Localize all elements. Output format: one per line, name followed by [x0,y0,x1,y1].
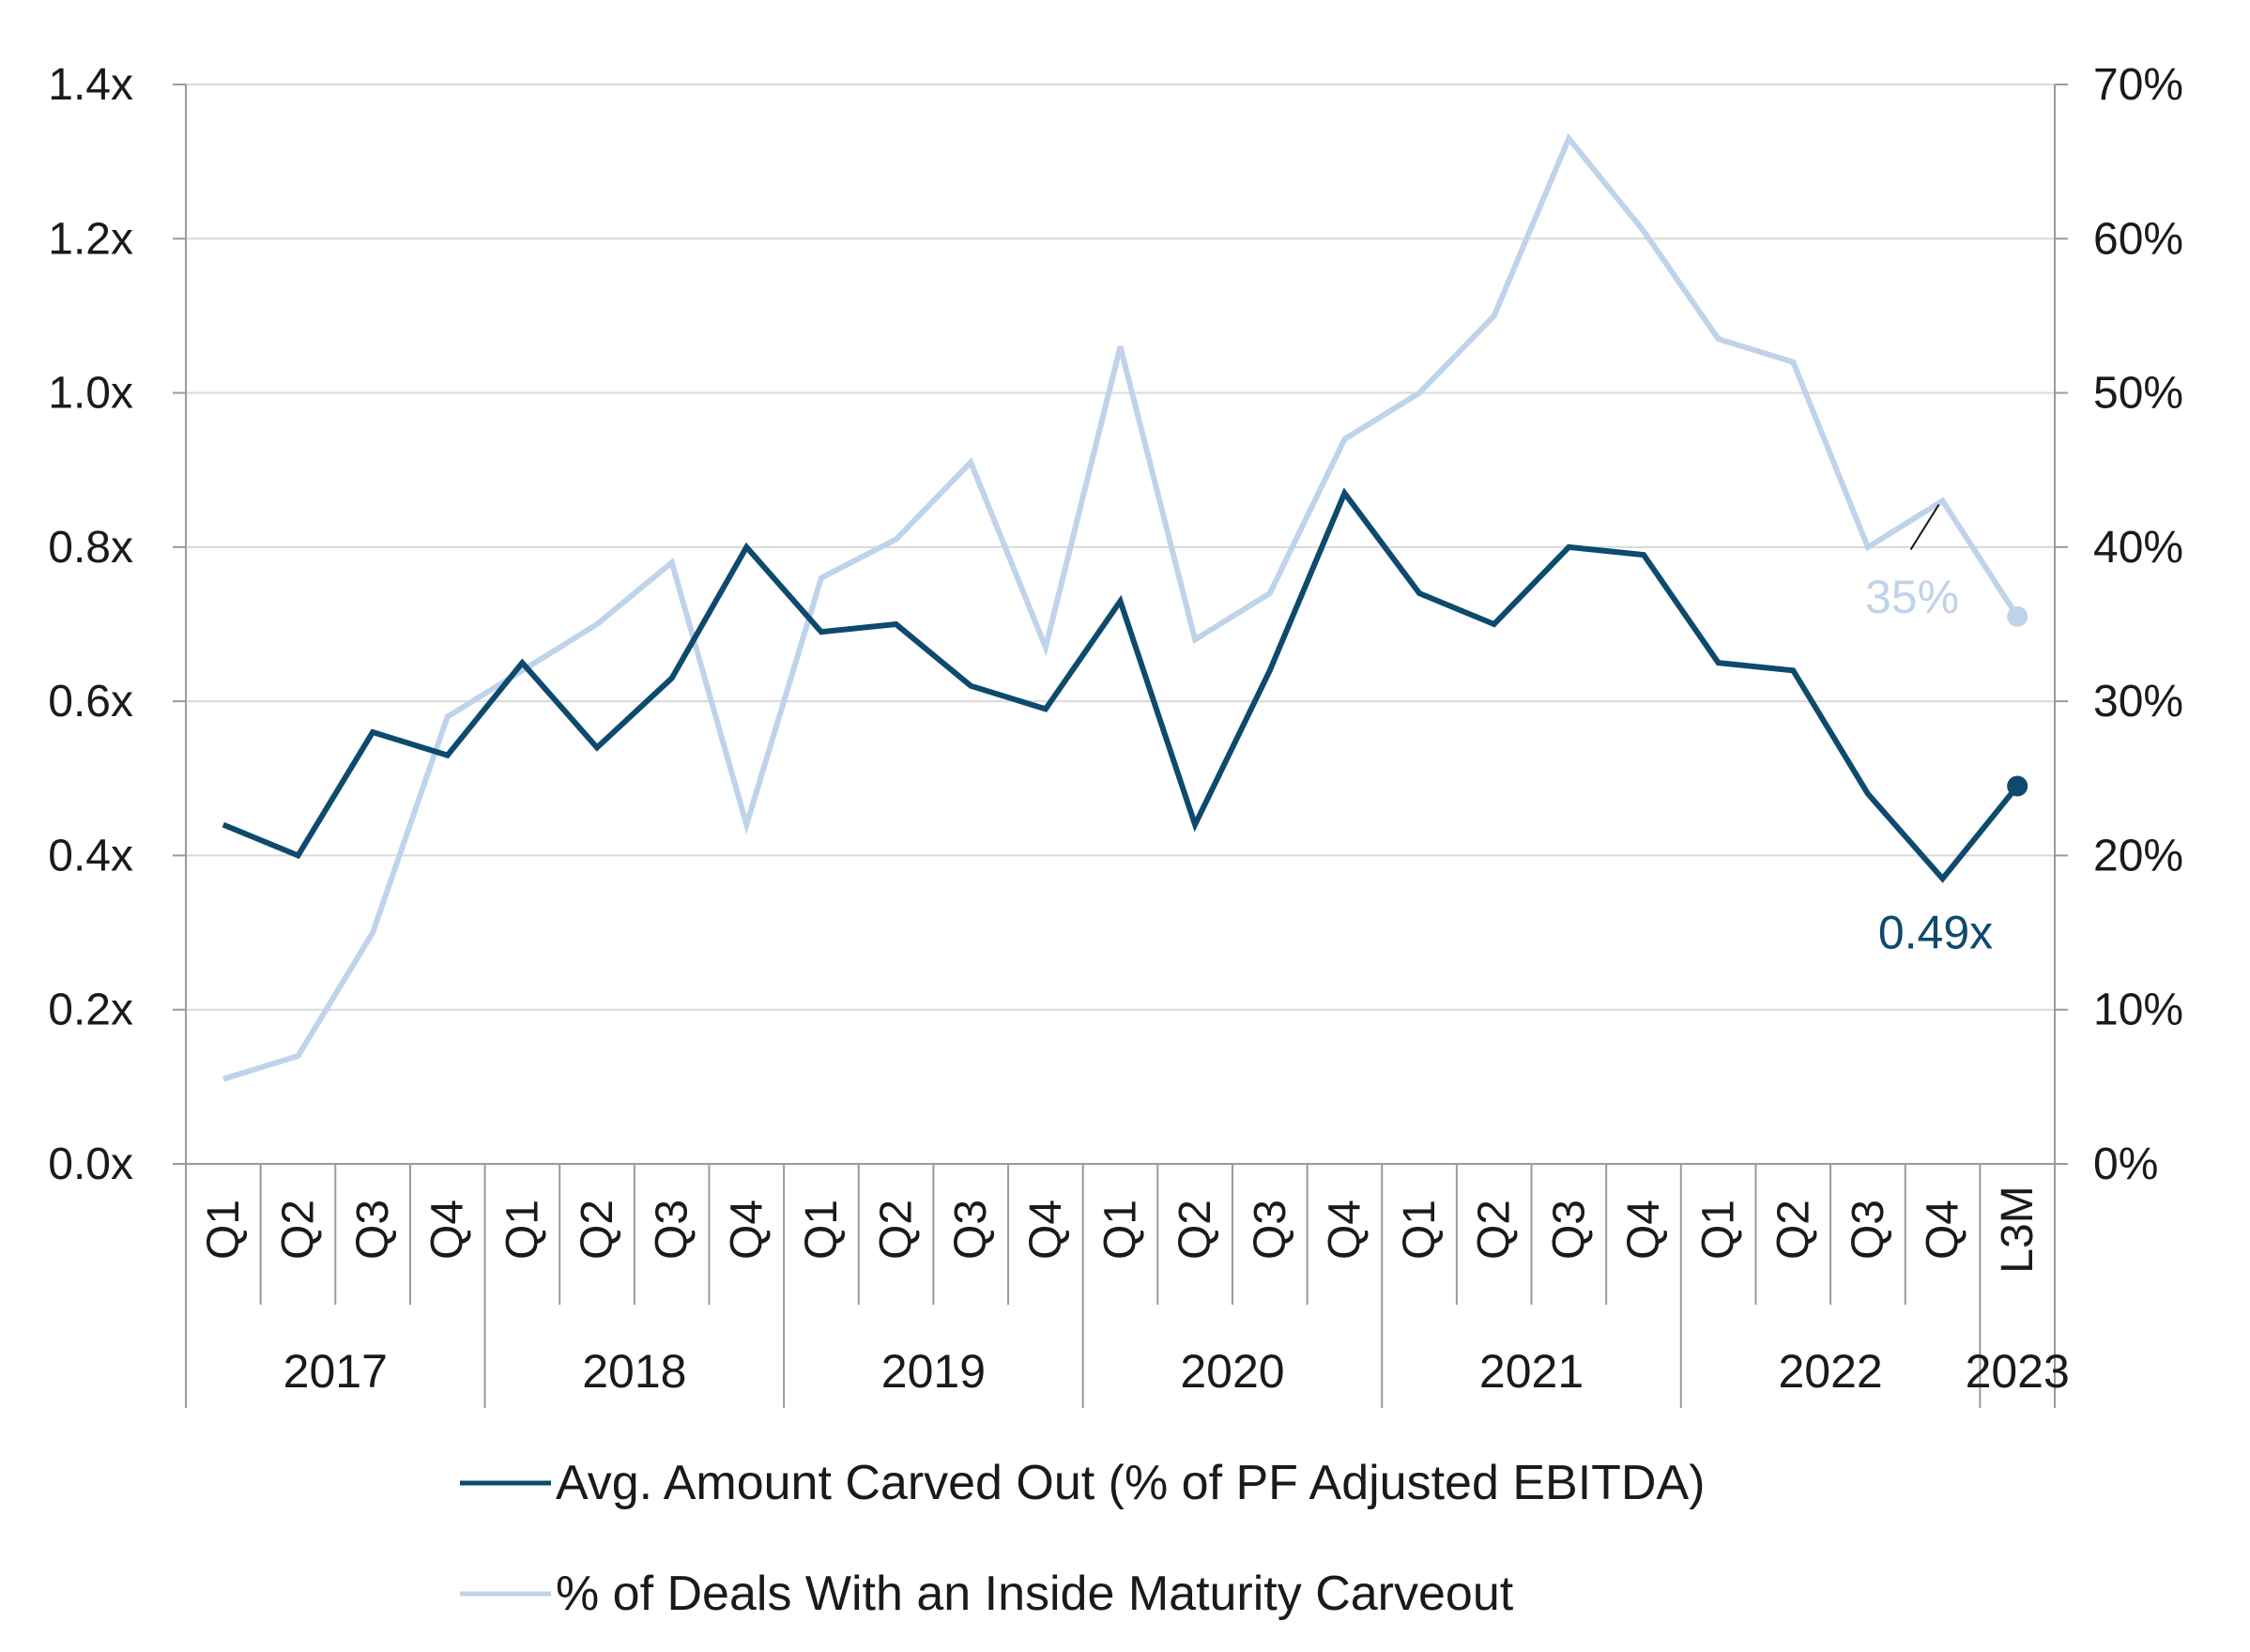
x-axis-quarter-ticks: Q1 Q2 Q3 Q4 Q1 Q2 Q3 Q4 Q1 Q2 Q3 Q4 Q1 Q2 Q3 Q4 Q1 Q2 Q3 Q4… [199,1185,2043,1273]
left-y-axis-ticks: 0.0x 0.2x 0.4x 0.6x 0.8x 1.0x 1.2x 1.4x [48,60,133,1189]
x-tick-label: Q1 [199,1200,249,1260]
year-label: 2018 [582,1345,686,1398]
x-tick-label: Q4 [1919,1200,1968,1260]
right-y-tick-label: 40% [2093,523,2183,573]
right-y-tick-label: 70% [2093,60,2183,110]
x-tick-label: L3M [1993,1185,2043,1273]
series-line-avg-amount [222,487,2020,883]
year-label: 2021 [1479,1345,1584,1398]
x-tick-label: Q1 [797,1200,847,1260]
legend: Avg. Amount Carved Out (% of PF Adjusted… [460,1456,1705,1621]
right-y-tick-label: 10% [2093,986,2183,1035]
left-y-tick-label: 0.6x [48,677,133,727]
series-lines [222,132,2028,1082]
left-y-tick-label: 1.2x [48,214,133,264]
x-tick-label: Q4 [722,1200,772,1260]
left-y-tick-label: 0.8x [48,523,133,573]
x-tick-label: Q2 [1171,1200,1220,1260]
right-y-tick-label: 60% [2093,214,2183,264]
x-tick-label: Q4 [423,1200,473,1260]
year-label: 2022 [1778,1345,1882,1398]
legend-label-avg-amount: Avg. Amount Carved Out (% of PF Adjusted… [556,1456,1705,1510]
year-label: 2017 [283,1345,388,1398]
x-tick-label: Q2 [573,1200,622,1260]
year-label: 2023 [1966,1345,2070,1398]
gridlines [186,84,2055,1011]
year-label: 2019 [881,1345,986,1398]
x-axis-year-labels: 2017 2018 2019 2020 2021 2022 2023 [283,1345,2070,1398]
x-tick-label: Q3 [1246,1200,1295,1260]
x-tick-label: Q2 [1768,1200,1818,1260]
left-y-tick-label: 0.2x [48,986,133,1035]
series-end-marker-inside-maturity [2007,605,2028,627]
left-y-tick-label: 1.0x [48,369,133,419]
x-tick-label: Q1 [1694,1200,1744,1260]
end-annotations: 35% 0.49x [1865,504,1993,959]
x-tick-label: Q3 [348,1200,398,1260]
left-y-tick-label: 0.0x [48,1140,133,1189]
x-tick-label: Q2 [1470,1200,1520,1260]
label-leader-line [1909,504,1940,551]
x-tick-label: Q1 [1395,1200,1445,1260]
right-y-tick-label: 0% [2093,1140,2158,1189]
x-tick-label: Q4 [1320,1200,1370,1260]
x-tick-label: Q3 [946,1200,996,1260]
right-y-tick-label: 20% [2093,831,2183,880]
x-tick-label: Q2 [273,1200,323,1260]
left-y-tick-label: 1.4x [48,60,133,110]
x-tick-label: Q3 [648,1200,697,1260]
series1-end-label: 35% [1865,571,1959,623]
axes [173,84,2068,1408]
series-line-inside-maturity [222,132,2020,1082]
x-tick-label: Q3 [1844,1200,1893,1260]
x-tick-label: Q3 [1544,1200,1594,1260]
left-y-tick-label: 0.4x [48,831,133,880]
x-tick-label: Q1 [1096,1200,1146,1260]
right-y-tick-label: 50% [2093,369,2183,419]
x-tick-label: Q1 [497,1200,547,1260]
legend-label-inside-maturity: % of Deals With an Inside Maturity Carve… [556,1567,1514,1621]
year-label: 2020 [1180,1345,1284,1398]
series0-end-label: 0.49x [1878,907,1993,959]
series-end-marker-avg-amount [2007,775,2028,797]
x-tick-label: Q2 [872,1200,922,1260]
x-tick-label: Q4 [1619,1200,1669,1260]
x-tick-label: Q4 [1021,1200,1071,1260]
right-y-tick-label: 30% [2093,677,2183,727]
right-y-axis-ticks: 0% 10% 20% 30% 40% 50% 60% 70% [2093,60,2183,1189]
